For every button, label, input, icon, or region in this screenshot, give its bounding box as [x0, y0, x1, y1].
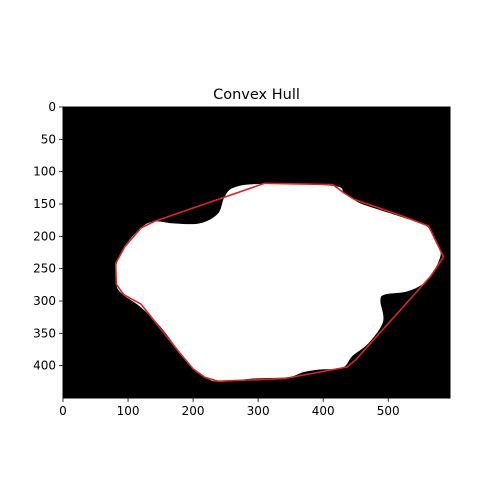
x-axis: 0 100 200 300 400 500: [59, 398, 400, 418]
y-tick-label: 50: [41, 132, 56, 146]
white-shape: [115, 183, 441, 382]
x-tick-label: 300: [247, 404, 270, 418]
x-tick-label: 500: [377, 404, 400, 418]
x-tick-label: 400: [312, 404, 335, 418]
x-tick-label: 0: [59, 404, 67, 418]
y-tick-label: 250: [33, 262, 56, 276]
y-tick-label: 200: [33, 229, 56, 243]
x-tick-label: 100: [117, 404, 140, 418]
y-axis: 0 50 100 150 200 250 300 350 400: [33, 100, 63, 373]
y-tick-label: 100: [33, 165, 56, 179]
y-tick-label: 300: [33, 294, 56, 308]
x-tick-label: 200: [182, 404, 205, 418]
y-tick-label: 0: [48, 100, 56, 114]
convex-hull-line: [114, 182, 445, 383]
chart-title: Convex Hull: [213, 87, 300, 103]
y-tick-label: 400: [33, 359, 56, 373]
plot-area: [62, 106, 451, 399]
axes-frame: [62, 106, 451, 399]
y-tick-label: 350: [33, 326, 56, 340]
y-tick-label: 150: [33, 197, 56, 211]
